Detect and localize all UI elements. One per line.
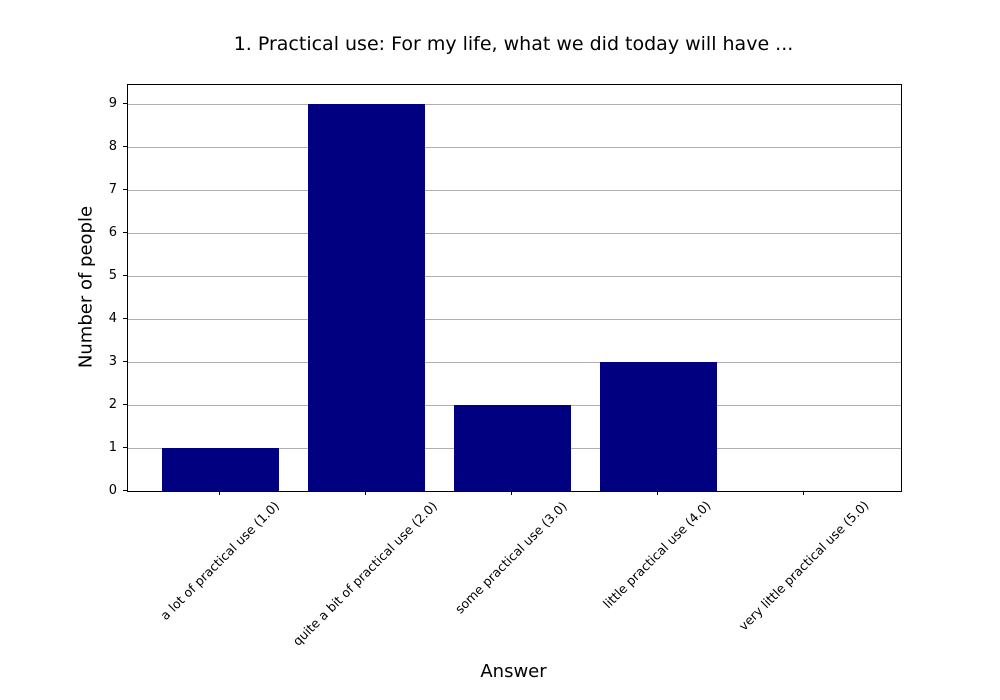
y-tick-label: 2 [108, 396, 117, 412]
gridline [128, 318, 901, 320]
x-tick-label: a lot of practical use (1.0) [156, 497, 282, 623]
bar-4 [599, 362, 717, 491]
gridline [128, 146, 901, 148]
y-tick-mark [123, 275, 127, 277]
y-tick-label: 6 [108, 224, 117, 240]
chart-title: 1. Practical use: For my life, what we d… [233, 33, 794, 55]
y-tick-mark [123, 146, 127, 148]
y-tick-mark [123, 103, 127, 105]
x-tick-label: some practical use (3.0) [451, 498, 570, 616]
y-tick-label: 4 [108, 310, 117, 326]
x-tick-mark [657, 491, 658, 495]
x-tick-mark [219, 491, 220, 495]
gridline [128, 189, 901, 191]
gridline [128, 404, 901, 406]
y-tick-mark [123, 404, 127, 406]
x-tick-label: little practical use (4.0) [600, 498, 714, 612]
gridline [128, 103, 901, 105]
gridline [128, 232, 901, 234]
y-tick-label: 5 [108, 267, 117, 283]
x-tick-mark [511, 491, 512, 495]
y-tick-label: 0 [108, 482, 117, 498]
bar-1 [161, 448, 279, 491]
x-axis-label: Answer [480, 661, 547, 682]
x-tick-label: quite a bit of practical use (2.0) [289, 498, 440, 649]
gridline [128, 275, 901, 277]
bar-3 [453, 405, 571, 491]
gridline [128, 361, 901, 363]
y-tick-label: 9 [108, 95, 117, 111]
y-tick-mark [123, 490, 127, 491]
x-tick-mark [803, 491, 804, 495]
y-tick-mark [123, 447, 127, 449]
y-tick-mark [123, 232, 127, 234]
y-tick-label: 1 [108, 439, 117, 455]
y-tick-mark [123, 189, 127, 191]
y-tick-mark [123, 361, 127, 363]
y-tick-label: 3 [108, 353, 117, 369]
bar-2 [307, 104, 425, 491]
x-tick-mark [365, 491, 366, 495]
y-tick-label: 7 [108, 181, 117, 197]
y-tick-mark [123, 318, 127, 320]
plot-area [127, 84, 902, 492]
x-tick-label: very little practical use (5.0) [735, 497, 872, 634]
y-tick-label: 8 [108, 138, 117, 154]
